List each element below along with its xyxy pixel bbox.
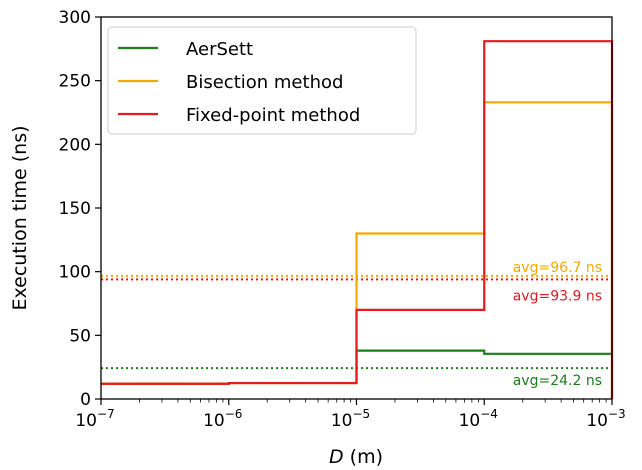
x-axis-title-symbol: D (329, 446, 344, 468)
x-tick-label-4: 10−3 (586, 407, 625, 431)
legend-label-1: Bisection method (186, 72, 343, 93)
legend-label-2: Fixed-point method (186, 105, 360, 126)
x-tick-base-3: 10 (459, 411, 481, 431)
x-tick-base-0: 10 (75, 411, 97, 431)
average-label-0: avg=24.2 ns (513, 373, 602, 389)
average-label-2: avg=93.9 ns (513, 288, 602, 304)
average-label-1: avg=96.7 ns (513, 260, 602, 276)
y-tick-label-6: 300 (59, 8, 91, 28)
x-tick-label-0: 10−7 (75, 407, 114, 431)
x-tick-label-3: 10−4 (459, 407, 498, 431)
y-tick-label-4: 200 (59, 135, 91, 155)
x-axis-ticks: 10−7 10−6 10−5 10−4 10−3 (75, 399, 625, 431)
x-tick-exponent-0: −7 (97, 407, 115, 421)
x-axis-title: D (m) (329, 446, 383, 468)
y-axis-ticks: 0 50 100 150 200 250 300 (59, 8, 101, 410)
x-tick-base-1: 10 (203, 411, 225, 431)
x-axis-title-unit: (m) (344, 446, 383, 468)
x-tick-label-1: 10−6 (203, 407, 242, 431)
x-tick-exponent-1: −6 (225, 407, 243, 421)
y-tick-label-5: 250 (59, 72, 91, 92)
y-tick-label-2: 100 (59, 263, 91, 283)
y-tick-label-0: 0 (80, 390, 91, 410)
x-tick-exponent-2: −5 (352, 407, 370, 421)
y-axis-title: Execution time (ns) (9, 125, 31, 310)
legend: AerSett Bisection method Fixed-point metho… (108, 27, 416, 134)
x-tick-base-4: 10 (586, 411, 608, 431)
x-tick-exponent-4: −3 (608, 407, 626, 421)
x-tick-exponent-3: −4 (480, 407, 498, 421)
x-tick-base-2: 10 (331, 411, 353, 431)
y-tick-label-1: 50 (69, 326, 91, 346)
x-tick-label-2: 10−5 (331, 407, 370, 431)
legend-label-0: AerSett (186, 39, 253, 60)
y-tick-label-3: 150 (59, 199, 91, 219)
